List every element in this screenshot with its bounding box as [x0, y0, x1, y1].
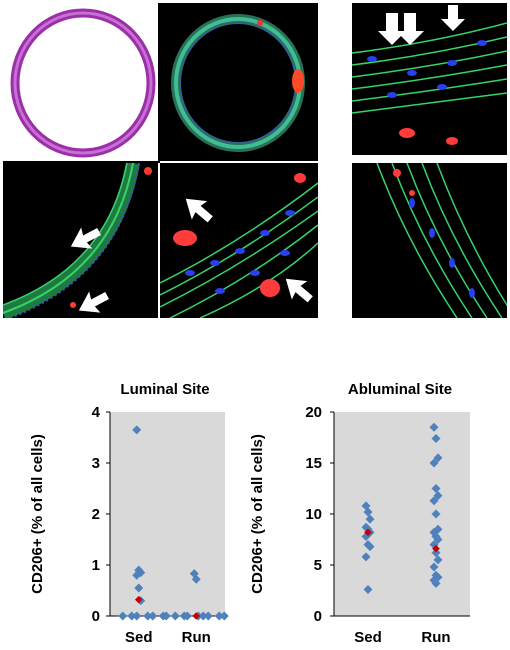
data-point [179, 611, 189, 621]
data-point [118, 611, 128, 621]
adventitia-panel-top [352, 3, 507, 155]
data-point [431, 548, 441, 558]
data-point [433, 555, 443, 565]
data-point [214, 611, 224, 621]
x-category-label: Sed [354, 629, 382, 646]
data-point [170, 611, 180, 621]
data-point [158, 611, 168, 621]
data-point [219, 611, 229, 621]
y-tick-label: 5 [314, 557, 322, 574]
y-tick-label: 1 [92, 557, 100, 574]
data-point [132, 570, 142, 580]
data-point [132, 611, 142, 621]
plot-area [110, 412, 225, 616]
data-point [361, 552, 371, 562]
chart-title: Abluminal Site [348, 381, 452, 398]
y-tick-label: 2 [92, 506, 100, 523]
data-point [365, 514, 375, 524]
chart-title: Luminal Site [120, 381, 209, 398]
y-tick-label: 10 [305, 506, 322, 523]
data-point [431, 434, 441, 444]
data-point [191, 574, 201, 584]
vessel-wall-high-magnification [160, 163, 318, 318]
data-point [365, 542, 375, 552]
vessel-wall-low-magnification [3, 163, 158, 318]
y-tick-label: 0 [314, 608, 322, 625]
y-tick-label: 0 [92, 608, 100, 625]
y-tick-label: 15 [305, 455, 322, 472]
x-category-label: Run [182, 629, 211, 646]
data-point [148, 611, 158, 621]
y-tick-label: 4 [92, 404, 101, 421]
mean-marker [134, 595, 143, 604]
data-point [429, 562, 439, 572]
arrow-icon [378, 5, 465, 45]
mean-marker [364, 528, 372, 537]
data-point [431, 578, 441, 588]
cd206-dot-plots: Luminal Site 0 1 2 3 4 CD206+ (% of all cells)… [29, 381, 470, 646]
adventitia-panel-bottom [352, 163, 507, 318]
y-axis-label: CD206+ (% of all cells) [29, 434, 46, 594]
data-point [203, 611, 213, 621]
data-point [363, 584, 373, 594]
data-point [143, 611, 153, 621]
mean-marker [432, 544, 440, 553]
y-tick-label: 3 [92, 455, 100, 472]
data-point [132, 425, 142, 435]
data-point [134, 583, 144, 593]
x-category-label: Sed [125, 629, 153, 646]
he-stained-vessel-cross-section [3, 3, 160, 163]
data-point [429, 458, 439, 468]
data-point [429, 422, 439, 432]
data-point [363, 507, 373, 517]
data-point [136, 568, 146, 578]
y-tick-label: 20 [305, 404, 322, 421]
plot-area [334, 412, 470, 616]
data-point [431, 484, 441, 493]
arrow-icon [185, 198, 313, 303]
data-point [431, 509, 441, 519]
data-point [429, 496, 439, 506]
fluorescent-vessel-cross-section [160, 3, 318, 161]
data-point [433, 491, 443, 501]
data-point [433, 535, 443, 544]
arrow-icon [70, 227, 110, 313]
data-point [127, 611, 137, 621]
x-category-label: Run [421, 629, 450, 646]
data-point [433, 453, 443, 463]
data-point [198, 611, 208, 621]
y-axis-label: CD206+ (% of all cells) [249, 434, 266, 594]
